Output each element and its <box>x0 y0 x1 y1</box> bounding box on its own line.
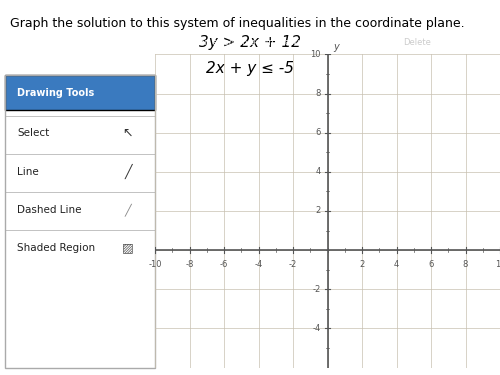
Text: -6: -6 <box>220 260 228 269</box>
Text: 8: 8 <box>463 260 468 269</box>
Text: 4: 4 <box>394 260 399 269</box>
Text: 2: 2 <box>316 206 320 215</box>
Text: -10: -10 <box>148 260 162 269</box>
Text: Shaded Region: Shaded Region <box>17 243 95 253</box>
Text: 10: 10 <box>495 260 500 269</box>
Text: ▨: ▨ <box>122 241 134 254</box>
Text: -4: -4 <box>254 260 262 269</box>
Text: ◀  Click on a tool to begin drawing.: ◀ Click on a tool to begin drawing. <box>166 38 313 47</box>
Text: ↖: ↖ <box>122 127 133 140</box>
Text: 10: 10 <box>310 50 320 59</box>
Text: ╱: ╱ <box>124 203 132 216</box>
Text: Dashed Line: Dashed Line <box>17 204 82 214</box>
Text: 2x + y ≤ -5: 2x + y ≤ -5 <box>206 62 294 76</box>
Text: Graph the solution to this system of inequalities in the coordinate plane.: Graph the solution to this system of ine… <box>10 16 464 30</box>
Text: -2: -2 <box>289 260 297 269</box>
Text: 3y > 2x + 12: 3y > 2x + 12 <box>199 34 301 50</box>
Text: 6: 6 <box>315 128 320 137</box>
Text: ⟲ Undo: ⟲ Undo <box>442 38 473 47</box>
Text: 8: 8 <box>315 89 320 98</box>
Text: Line: Line <box>17 166 39 177</box>
Text: Delete: Delete <box>404 38 431 47</box>
Text: -4: -4 <box>312 324 320 333</box>
Text: 4: 4 <box>316 167 320 176</box>
Text: -8: -8 <box>186 260 194 269</box>
Text: Select: Select <box>17 129 49 138</box>
Text: 6: 6 <box>428 260 434 269</box>
Text: 2: 2 <box>360 260 364 269</box>
Text: -2: -2 <box>312 285 320 294</box>
Text: y: y <box>334 42 340 52</box>
Text: ╱: ╱ <box>124 164 132 179</box>
Text: Drawing Tools: Drawing Tools <box>17 87 94 98</box>
Text: ↺ Reset: ↺ Reset <box>480 38 500 47</box>
FancyBboxPatch shape <box>5 75 155 110</box>
